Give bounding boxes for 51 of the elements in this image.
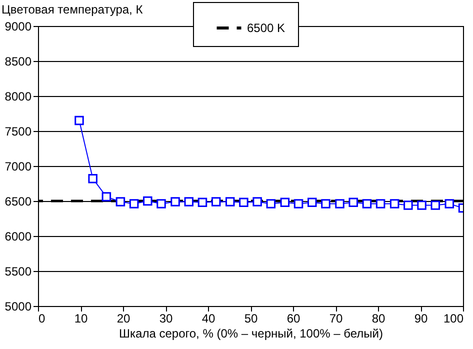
point: [280, 198, 290, 208]
point: [252, 197, 262, 206]
y-axis-title: Цветовая температура, К: [2, 2, 143, 16]
point: [362, 199, 372, 208]
point: [143, 196, 152, 206]
point: [88, 174, 98, 184]
point: [129, 199, 139, 208]
point: [335, 199, 344, 208]
y-tick-label: 7500: [4, 124, 32, 138]
x-tick-label: 10: [74, 312, 88, 326]
point: [444, 199, 454, 208]
point: [170, 197, 180, 206]
point: [211, 197, 221, 206]
point: [184, 197, 194, 206]
point: [239, 198, 248, 208]
legend-label: 6500 K: [247, 21, 286, 35]
point: [417, 200, 426, 210]
point: [321, 199, 330, 208]
x-tick-label: 30: [159, 312, 173, 326]
y-tick-label: 5000: [4, 300, 32, 314]
point: [294, 199, 304, 208]
x-tick-label: 80: [372, 312, 386, 326]
point: [225, 197, 235, 206]
point: [266, 199, 276, 208]
x-tick-label: 60: [286, 312, 300, 326]
point: [102, 192, 112, 202]
point: [376, 199, 386, 208]
y-tick-label: 6500: [4, 194, 32, 208]
x-tick-label: 70: [329, 312, 343, 326]
x-tick-label: 50: [244, 312, 258, 326]
point: [390, 199, 400, 208]
point: [348, 198, 358, 208]
x-tick-label: 40: [202, 312, 216, 326]
point: [198, 198, 208, 208]
point: [430, 200, 440, 210]
x-tick-label: 20: [116, 312, 130, 326]
y-tick-label: 8500: [4, 54, 32, 68]
x-tick-label: 90: [414, 312, 428, 326]
x-tick-label: 0: [38, 312, 46, 326]
x-tick-label: 100: [443, 312, 464, 326]
point: [156, 199, 166, 208]
y-tick-label: 5500: [4, 264, 32, 278]
y-tick-label: 6000: [4, 230, 32, 244]
y-tick-label: 7000: [4, 160, 32, 174]
point: [74, 116, 84, 126]
y-tick-label: 9000: [4, 20, 32, 34]
point: [308, 198, 317, 208]
y-tick-label: 8000: [4, 90, 32, 104]
point: [404, 200, 413, 210]
point: [116, 197, 126, 206]
x-axis-title: Шкала серого, % (0% – черный, 100% – белый): [119, 326, 383, 340]
